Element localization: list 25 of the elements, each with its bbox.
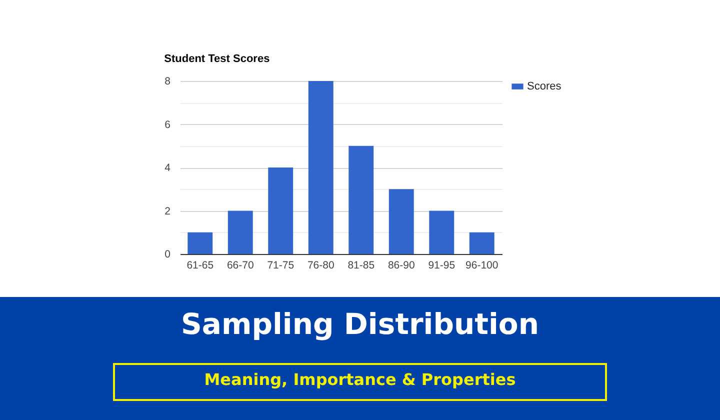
bar: [429, 210, 454, 254]
bar: [388, 189, 414, 254]
bar: [228, 210, 253, 254]
y-tick-label: 2: [164, 205, 171, 218]
y-tick-label: 6: [164, 118, 171, 131]
bar: [469, 232, 494, 254]
bar: [308, 81, 334, 254]
y-tick-label: 4: [164, 162, 171, 174]
bar: [268, 168, 294, 254]
text: Meaning, Importance & Properties: [204, 370, 516, 390]
x-tick-label: 91-95: [428, 260, 456, 272]
y-tick-label: 8: [164, 76, 171, 88]
text: Sampling Distribution: [181, 306, 539, 342]
x-tick-label: 71-75: [267, 260, 294, 272]
x-tick-label: 76-80: [307, 260, 334, 272]
chart-title: Student Test Scores: [164, 53, 270, 65]
y-tick-label: 0: [164, 248, 171, 260]
x-tick-label: 66-70: [226, 260, 254, 272]
x-tick-label: 61-65: [186, 260, 214, 272]
legend-label: Scores: [527, 80, 562, 92]
bar: [348, 146, 374, 254]
x-tick-label: 96-100: [466, 260, 498, 272]
x-tick-label: 81-85: [348, 260, 375, 272]
bar: [188, 232, 213, 254]
x-tick-label: 86-90: [388, 260, 415, 272]
